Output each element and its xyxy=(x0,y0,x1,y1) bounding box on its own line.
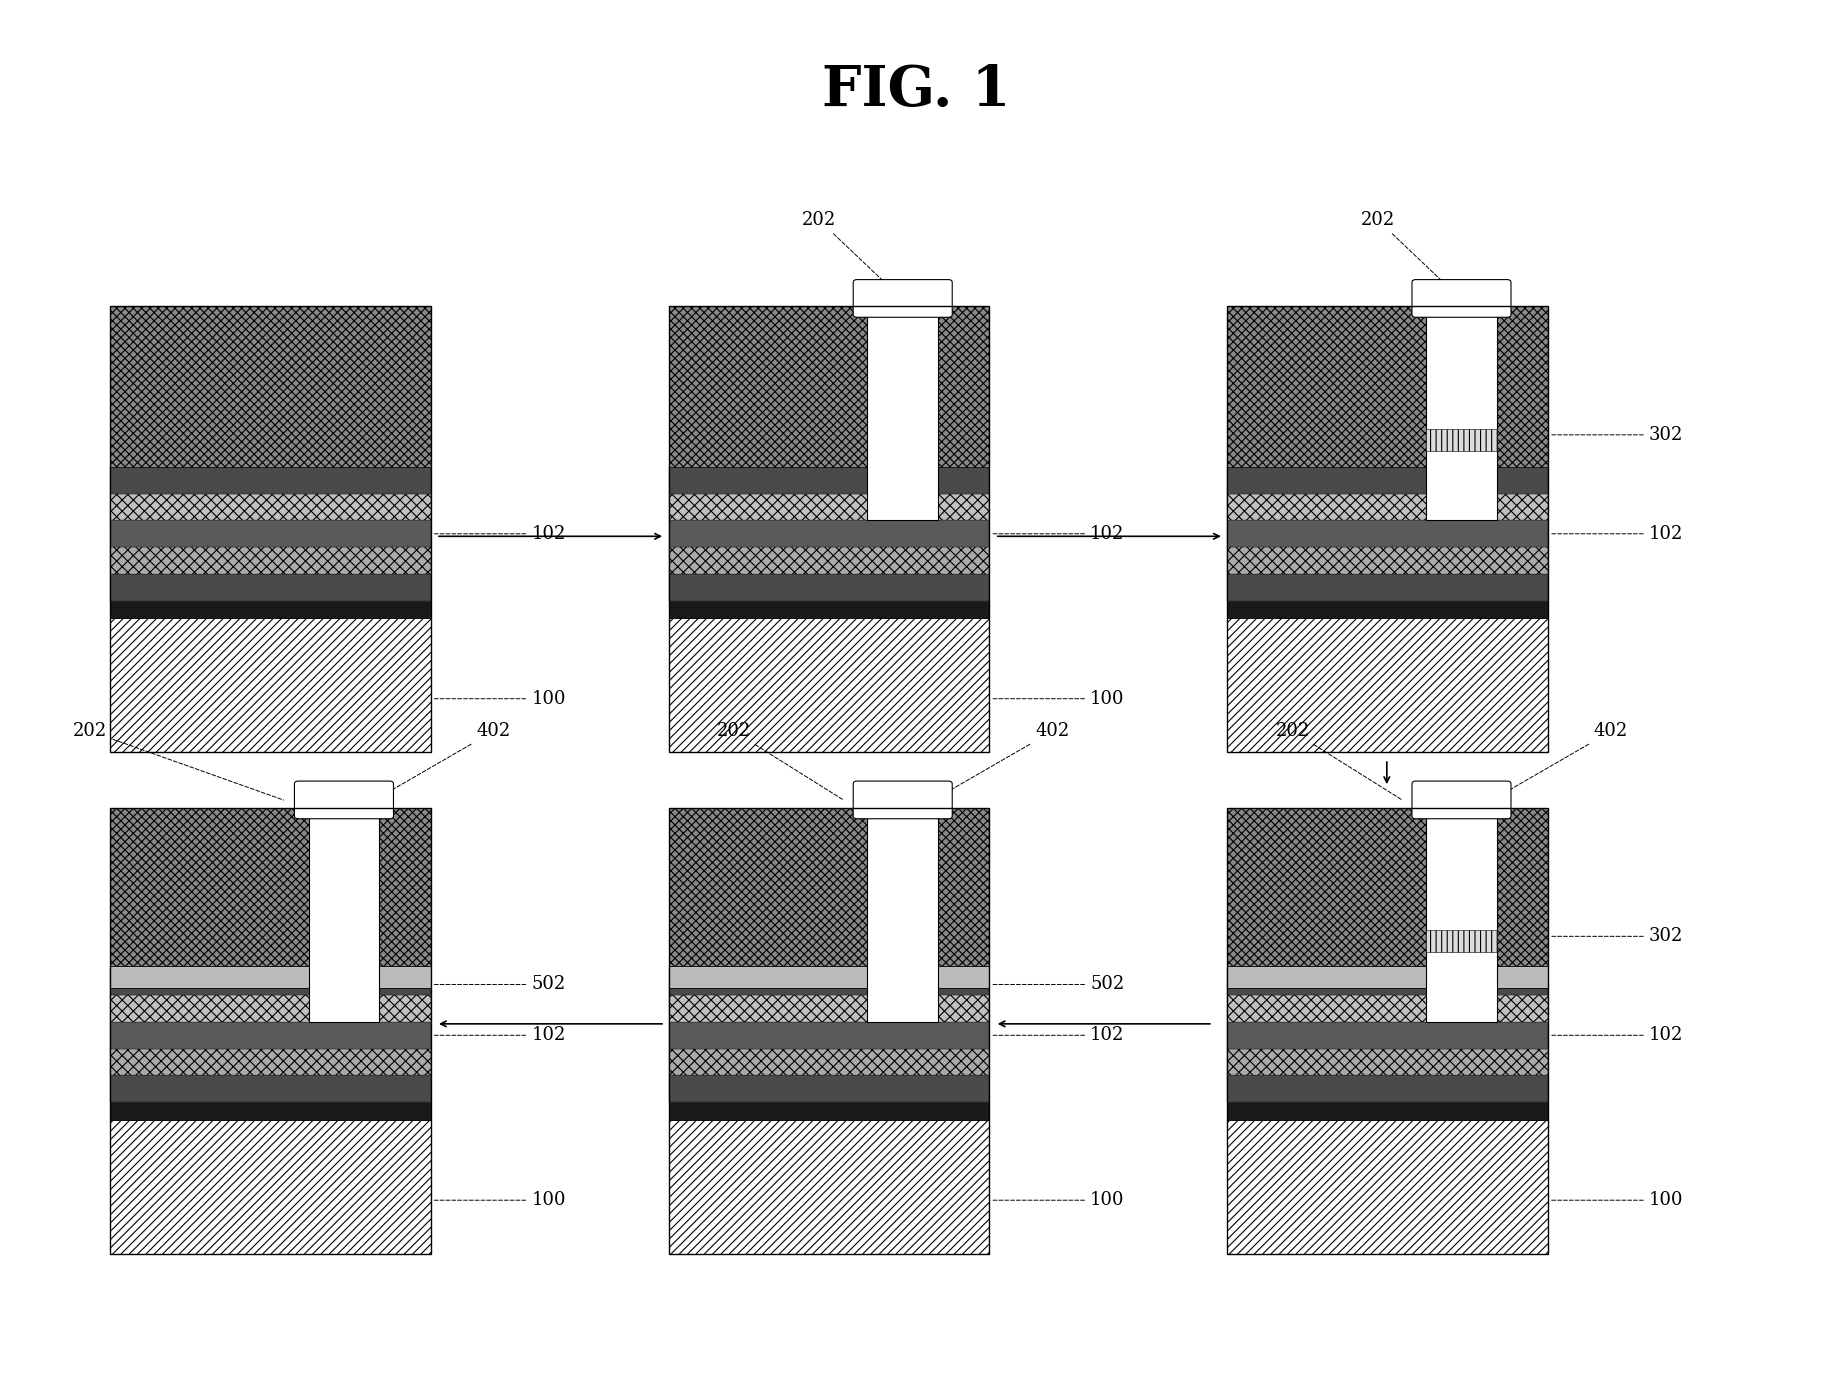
Bar xyxy=(669,967,989,989)
Bar xyxy=(110,808,431,968)
Bar xyxy=(110,1102,431,1120)
Text: 102: 102 xyxy=(1552,1027,1684,1045)
Bar xyxy=(110,808,431,1254)
FancyBboxPatch shape xyxy=(854,781,953,819)
Bar xyxy=(669,1075,989,1102)
Bar xyxy=(110,467,431,493)
Bar xyxy=(110,521,431,547)
Bar xyxy=(1427,931,1497,953)
Bar xyxy=(1227,1075,1548,1102)
Bar xyxy=(1227,600,1548,618)
Bar xyxy=(1227,547,1548,574)
Text: 202: 202 xyxy=(1275,723,1401,800)
Bar xyxy=(669,808,989,968)
Text: 100: 100 xyxy=(993,1191,1125,1209)
Text: 102: 102 xyxy=(434,1027,566,1045)
Bar xyxy=(110,600,431,618)
Bar xyxy=(110,1075,431,1102)
Text: 202: 202 xyxy=(1361,212,1460,298)
Bar xyxy=(669,808,989,1254)
Text: 102: 102 xyxy=(993,525,1125,543)
Text: 302: 302 xyxy=(1552,928,1684,946)
Text: 100: 100 xyxy=(434,690,566,708)
Bar xyxy=(110,1022,431,1049)
Bar xyxy=(110,1120,431,1254)
Bar xyxy=(1227,967,1548,989)
Text: 102: 102 xyxy=(434,525,566,543)
Bar xyxy=(1427,429,1497,451)
Bar xyxy=(1227,618,1548,752)
Bar xyxy=(669,306,989,467)
Text: 402: 402 xyxy=(376,723,511,800)
Bar xyxy=(110,1049,431,1075)
Bar xyxy=(669,547,989,574)
Bar xyxy=(669,968,989,995)
Bar xyxy=(1227,1120,1548,1254)
Bar xyxy=(1427,306,1497,521)
Bar xyxy=(1227,493,1548,521)
Bar xyxy=(1227,306,1548,467)
Text: 202: 202 xyxy=(802,212,901,298)
Text: 502: 502 xyxy=(434,975,566,993)
FancyBboxPatch shape xyxy=(295,781,394,819)
Bar xyxy=(868,306,938,521)
Bar xyxy=(1227,995,1548,1022)
Text: 202: 202 xyxy=(73,723,284,800)
Text: 100: 100 xyxy=(1552,1191,1684,1209)
Text: 302: 302 xyxy=(1552,426,1684,444)
Bar xyxy=(110,493,431,521)
Bar xyxy=(669,1022,989,1049)
Bar xyxy=(1227,1022,1548,1049)
Bar xyxy=(110,967,431,989)
Bar xyxy=(669,1102,989,1120)
Bar xyxy=(868,808,938,1022)
Bar xyxy=(1227,574,1548,600)
Bar xyxy=(1227,1102,1548,1120)
Text: 402: 402 xyxy=(1493,723,1629,800)
Bar xyxy=(1227,808,1548,968)
Bar xyxy=(1227,306,1548,752)
Bar xyxy=(110,547,431,574)
Bar xyxy=(1227,521,1548,547)
Bar xyxy=(669,600,989,618)
Text: 102: 102 xyxy=(993,1027,1125,1045)
Bar xyxy=(669,493,989,521)
Text: 402: 402 xyxy=(934,723,1070,800)
Bar xyxy=(308,808,379,1022)
Bar xyxy=(1227,467,1548,493)
Text: 100: 100 xyxy=(993,690,1125,708)
Bar xyxy=(110,995,431,1022)
Bar xyxy=(1427,808,1497,1022)
Bar xyxy=(110,574,431,600)
FancyBboxPatch shape xyxy=(854,280,953,318)
Bar xyxy=(110,968,431,995)
Bar xyxy=(669,306,989,752)
Bar xyxy=(669,1049,989,1075)
Bar xyxy=(669,618,989,752)
Bar xyxy=(110,306,431,467)
Bar xyxy=(110,618,431,752)
Bar xyxy=(1227,1049,1548,1075)
FancyBboxPatch shape xyxy=(1412,781,1511,819)
Bar xyxy=(1227,968,1548,995)
Bar xyxy=(669,521,989,547)
Text: 102: 102 xyxy=(1552,525,1684,543)
Bar xyxy=(1227,808,1548,1254)
FancyBboxPatch shape xyxy=(1412,280,1511,318)
Bar xyxy=(669,1120,989,1254)
Bar xyxy=(669,995,989,1022)
Text: FIG. 1: FIG. 1 xyxy=(823,63,1009,117)
Text: 100: 100 xyxy=(434,1191,566,1209)
Bar xyxy=(669,574,989,600)
Text: 502: 502 xyxy=(993,975,1125,993)
Text: 202: 202 xyxy=(716,723,843,800)
Bar xyxy=(669,467,989,493)
Bar xyxy=(110,306,431,752)
